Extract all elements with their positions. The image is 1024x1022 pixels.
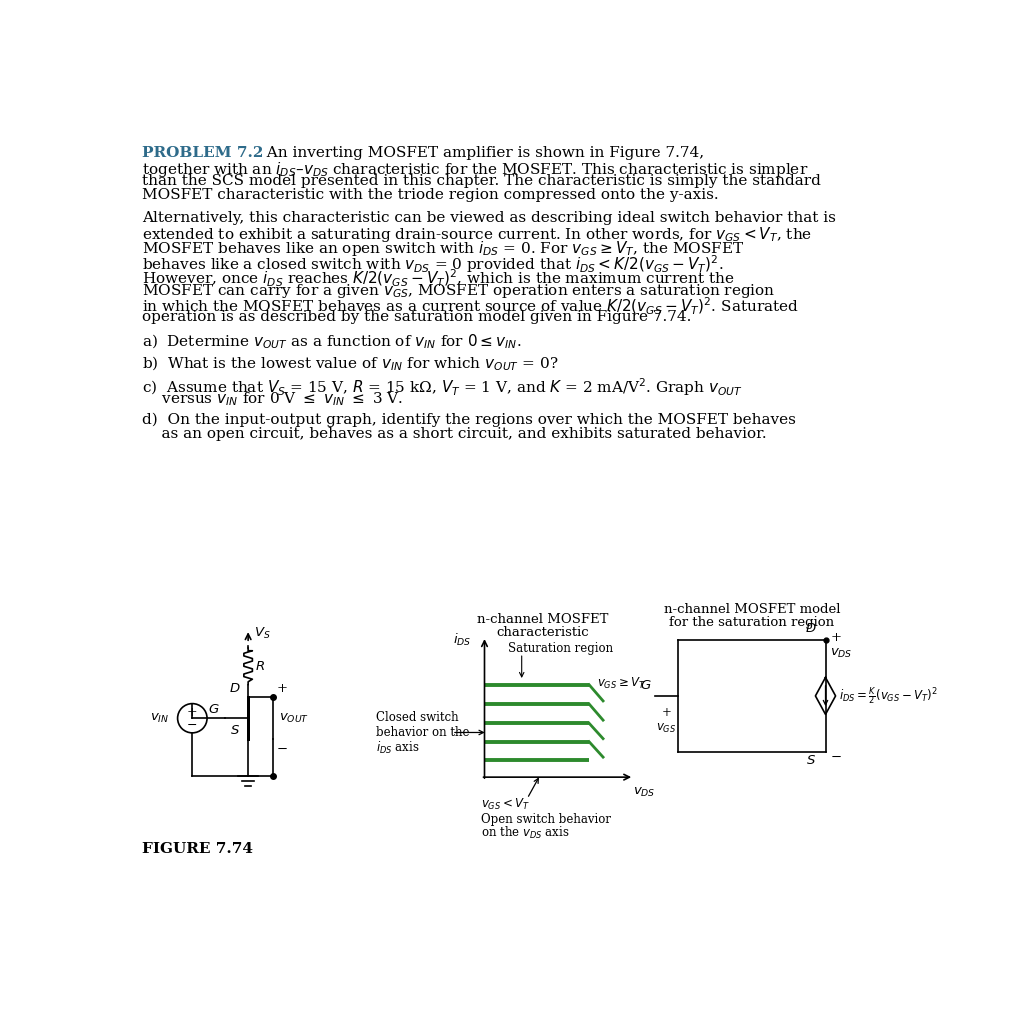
Text: $v_{OUT}$: $v_{OUT}$ — [280, 711, 309, 725]
Text: characteristic: characteristic — [497, 625, 589, 639]
Text: $D$: $D$ — [805, 622, 816, 636]
Text: $v_{GS} < V_T$: $v_{GS} < V_T$ — [480, 796, 529, 811]
Text: PROBLEM 7.2: PROBLEM 7.2 — [142, 146, 264, 159]
Text: $D$: $D$ — [228, 682, 241, 695]
Text: for the saturation region: for the saturation region — [670, 616, 835, 629]
Text: +: + — [830, 632, 841, 644]
Text: $v_{DS}$: $v_{DS}$ — [830, 647, 853, 660]
Text: n-channel MOSFET model: n-channel MOSFET model — [664, 603, 840, 616]
Text: An inverting MOSFET amplifier is shown in Figure 7.74,: An inverting MOSFET amplifier is shown i… — [257, 146, 705, 159]
Text: $G$: $G$ — [208, 703, 219, 716]
Text: +: + — [276, 682, 288, 695]
Text: c)  Assume that $V_S$ = 15 V, $R$ = 15 kΩ, $V_T$ = 1 V, and $K$ = 2 mA/V$^2$. Gr: c) Assume that $V_S$ = 15 V, $R$ = 15 kΩ… — [142, 376, 743, 399]
Text: on the $v_{DS}$ axis: on the $v_{DS}$ axis — [480, 825, 569, 841]
Text: together with an $i_{DS}$–$v_{DS}$ characteristic for the MOSFET. This character: together with an $i_{DS}$–$v_{DS}$ chara… — [142, 160, 809, 179]
Text: MOSFET behaves like an open switch with $i_{DS}$ = 0. For $v_{GS} \geq V_T$, the: MOSFET behaves like an open switch with … — [142, 239, 744, 258]
Text: behavior on the: behavior on the — [376, 726, 469, 739]
Text: MOSFET can carry for a given $v_{GS}$, MOSFET operation enters a saturation regi: MOSFET can carry for a given $v_{GS}$, M… — [142, 282, 776, 299]
Text: +: + — [662, 706, 672, 719]
Text: FIGURE 7.74: FIGURE 7.74 — [142, 842, 253, 855]
Text: versus $v_{IN}$ for 0 V $\leq$ $v_{IN}$ $\leq$ 3 V.: versus $v_{IN}$ for 0 V $\leq$ $v_{IN}$ … — [142, 390, 403, 409]
Text: in which the MOSFET behaves as a current source of value $K/2(v_{GS} - V_T)^2$. : in which the MOSFET behaves as a current… — [142, 296, 800, 317]
Text: operation is as described by the saturation model given in Figure 7.74.: operation is as described by the saturat… — [142, 311, 692, 324]
Text: $i_{DS} = \frac{K}{2}(v_{GS}-V_T)^2$: $i_{DS} = \frac{K}{2}(v_{GS}-V_T)^2$ — [840, 685, 938, 707]
Text: behaves like a closed switch with $v_{DS}$ = 0 provided that $i_{DS} < K/2(v_{GS: behaves like a closed switch with $v_{DS… — [142, 253, 724, 275]
Text: d)  On the input-output graph, identify the regions over which the MOSFET behave: d) On the input-output graph, identify t… — [142, 413, 797, 427]
Text: $v_{IN}$: $v_{IN}$ — [150, 711, 169, 725]
Text: Saturation region: Saturation region — [508, 642, 613, 655]
Text: Closed switch: Closed switch — [376, 710, 459, 724]
Text: b)  What is the lowest value of $v_{IN}$ for which $v_{OUT}$ = 0?: b) What is the lowest value of $v_{IN}$ … — [142, 355, 559, 373]
Text: $V_S$: $V_S$ — [254, 625, 270, 641]
Text: −: − — [276, 743, 288, 756]
Text: $i_{DS}$ axis: $i_{DS}$ axis — [376, 740, 420, 756]
Text: MOSFET characteristic with the triode region compressed onto the y-axis.: MOSFET characteristic with the triode re… — [142, 188, 719, 202]
Text: $v_{GS}$: $v_{GS}$ — [656, 722, 677, 735]
Text: +: + — [187, 706, 198, 719]
Text: Alternatively, this characteristic can be viewed as describing ideal switch beha: Alternatively, this characteristic can b… — [142, 211, 837, 225]
Text: However, once $i_{DS}$ reaches $K/2(v_{GS} - V_T)^2$, which is the maximum curre: However, once $i_{DS}$ reaches $K/2(v_{G… — [142, 268, 735, 288]
Text: $R$: $R$ — [255, 660, 265, 672]
Text: extended to exhibit a saturating drain-source current. In other words, for $v_{G: extended to exhibit a saturating drain-s… — [142, 225, 812, 244]
Text: $v_{DS}$: $v_{DS}$ — [633, 786, 655, 799]
Text: than the SCS model presented in this chapter. The characteristic is simply the s: than the SCS model presented in this cha… — [142, 174, 821, 188]
Text: Open switch behavior: Open switch behavior — [480, 812, 610, 826]
Text: −: − — [830, 750, 842, 763]
Text: $S$: $S$ — [230, 725, 241, 737]
Text: $S$: $S$ — [806, 754, 816, 768]
Text: $v_{GS} \geq V_T$: $v_{GS} \geq V_T$ — [597, 676, 646, 691]
Text: −: − — [187, 718, 198, 732]
Text: a)  Determine $v_{OUT}$ as a function of $v_{IN}$ for $0 \leq v_{IN}$.: a) Determine $v_{OUT}$ as a function of … — [142, 332, 522, 351]
Text: $G$: $G$ — [640, 679, 651, 692]
Text: as an open circuit, behaves as a short circuit, and exhibits saturated behavior.: as an open circuit, behaves as a short c… — [142, 427, 767, 442]
Text: $i_{DS}$: $i_{DS}$ — [453, 632, 471, 648]
Text: n-channel MOSFET: n-channel MOSFET — [477, 613, 608, 625]
